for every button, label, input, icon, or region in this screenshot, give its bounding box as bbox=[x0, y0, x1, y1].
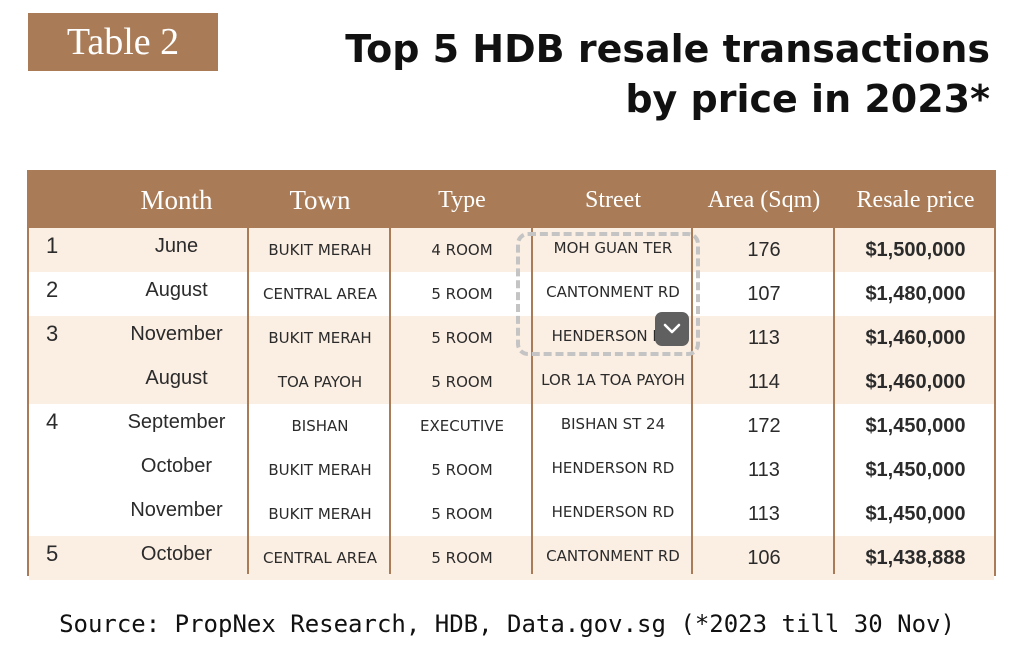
month-cell: August bbox=[145, 278, 208, 301]
town-cell: BUKIT MERAH bbox=[268, 241, 372, 259]
type-cell: 5 ROOM bbox=[431, 285, 493, 303]
town-cell: BISHAN bbox=[291, 417, 349, 435]
month-cell: November bbox=[130, 498, 223, 521]
town-cell: CENTRAL AREA bbox=[263, 285, 377, 303]
street-cell: LOR 1A TOA PAYOH bbox=[541, 371, 685, 389]
price-cell: $1,460,000 bbox=[865, 370, 966, 393]
column-divider bbox=[531, 228, 533, 574]
town-cell: TOA PAYOH bbox=[277, 373, 363, 391]
month-cell: August bbox=[145, 366, 208, 389]
area-cell: 107 bbox=[747, 282, 781, 305]
town-cell: BUKIT MERAH bbox=[268, 329, 372, 347]
price-cell: $1,450,000 bbox=[865, 502, 966, 525]
street-cell: HENDERSON RD bbox=[551, 503, 675, 521]
price-cell: $1,480,000 bbox=[865, 282, 966, 305]
header-month: Month bbox=[140, 184, 213, 215]
type-cell: EXECUTIVE bbox=[419, 417, 504, 435]
chevron-down-icon bbox=[663, 323, 681, 334]
rank-cell bbox=[29, 488, 89, 532]
column-divider bbox=[691, 228, 693, 574]
month-cell: June bbox=[154, 234, 199, 257]
area-cell: 113 bbox=[748, 502, 780, 525]
area-cell: 172 bbox=[747, 414, 781, 437]
area-cell: 106 bbox=[747, 546, 781, 569]
town-cell: BUKIT MERAH bbox=[268, 505, 372, 523]
header-resale-price: Resale price bbox=[856, 186, 975, 213]
price-cell: $1,450,000 bbox=[865, 414, 966, 437]
town-cell: CENTRAL AREA bbox=[263, 549, 377, 567]
price-cell: $1,438,888 bbox=[865, 546, 966, 569]
month-cell: October bbox=[140, 542, 213, 565]
rank-cell: 5 bbox=[46, 541, 59, 566]
month-cell: September bbox=[127, 410, 226, 433]
type-cell: 5 ROOM bbox=[431, 461, 493, 479]
area-cell: 114 bbox=[748, 370, 780, 393]
price-cell: $1,450,000 bbox=[865, 458, 966, 481]
title-line-1: Top 5 HDB resale transactions bbox=[345, 27, 990, 71]
header-area: Area (Sqm) bbox=[707, 186, 821, 213]
month-cell: October bbox=[140, 454, 213, 477]
street-cell: BISHAN ST 24 bbox=[560, 415, 666, 433]
transactions-table: Month Town Type Street Area (Sqm) Resale pric… bbox=[27, 170, 996, 580]
header-type: Type bbox=[438, 186, 486, 213]
column-divider bbox=[247, 228, 249, 574]
area-cell: 113 bbox=[748, 458, 780, 481]
type-cell: 4 ROOM bbox=[431, 241, 493, 259]
type-cell: 5 ROOM bbox=[431, 505, 493, 523]
rank-cell: 1 bbox=[46, 233, 59, 258]
price-cell: $1,500,000 bbox=[865, 238, 966, 261]
header-street: Street bbox=[585, 186, 641, 213]
table-badge: Table 2 bbox=[28, 13, 218, 71]
title-line-2: by price in 2023* bbox=[625, 77, 990, 121]
street-cell: HENDERSON RD bbox=[551, 459, 675, 477]
scroll-down-button[interactable] bbox=[655, 312, 689, 346]
header-rank bbox=[29, 172, 89, 228]
street-cell: CANTONMENT RD bbox=[546, 547, 680, 565]
type-cell: 5 ROOM bbox=[431, 549, 493, 567]
area-cell: 176 bbox=[747, 238, 781, 261]
column-divider bbox=[833, 228, 835, 574]
price-cell: $1,460,000 bbox=[865, 326, 966, 349]
rank-cell bbox=[29, 356, 89, 400]
rank-cell bbox=[29, 444, 89, 488]
header-town: Town bbox=[289, 184, 351, 215]
type-cell: 5 ROOM bbox=[431, 373, 493, 391]
source-note: Source: PropNex Research, HDB, Data.gov.… bbox=[59, 610, 955, 638]
column-divider bbox=[389, 228, 391, 574]
town-cell: BUKIT MERAH bbox=[268, 461, 372, 479]
rank-cell: 4 bbox=[46, 409, 59, 434]
rank-cell: 3 bbox=[46, 321, 59, 346]
type-cell: 5 ROOM bbox=[431, 329, 493, 347]
month-cell: November bbox=[130, 322, 223, 345]
rank-cell: 2 bbox=[46, 277, 59, 302]
scroll-highlight-box bbox=[516, 232, 700, 356]
street-cell: MOH GUAN TER bbox=[553, 239, 673, 257]
table-header: Month Town Type Street Area (Sqm) Resale pric… bbox=[29, 172, 994, 228]
street-cell: CANTONMENT RD bbox=[546, 283, 680, 301]
street-cell: HENDERSON RD bbox=[551, 327, 675, 345]
area-cell: 113 bbox=[748, 326, 780, 349]
page-title: Top 5 HDB resale transactions by price i… bbox=[290, 24, 990, 124]
